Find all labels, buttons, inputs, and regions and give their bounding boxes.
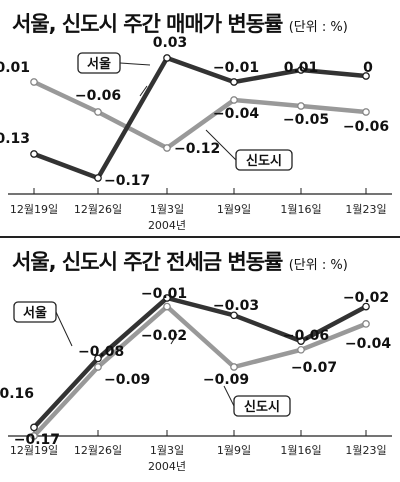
jeonse-chart-panel: 서울, 신도시 주간 전세금 변동률 (단위 : %) 12월19일 12월26일… (0, 236, 400, 482)
chart-title: 서울, 신도시 주간 전세금 변동률 (단위 : %) (12, 250, 348, 274)
data-point (94, 174, 102, 182)
series-name-label: 신도시 (244, 400, 280, 415)
unit-label: (단위 : %) (288, 258, 348, 273)
data-label: −0.17 (104, 173, 150, 189)
x-tick-label: 1월9일 (217, 202, 251, 216)
x-tick-label: 1월23일 (345, 443, 386, 457)
data-label: −0.04 (345, 336, 392, 352)
jeonse-chart: 12월19일 12월26일 1월3일 2004년 1월9일 1월16일 1월23일 −0.16… (0, 286, 392, 473)
x-tick-label: 12월19일 (10, 443, 58, 457)
data-point (230, 311, 238, 320)
label-leader (170, 333, 178, 345)
x-tick-sublabel: 2004년 (148, 460, 186, 473)
x-tick-label: 12월19일 (10, 202, 58, 216)
data-label: −0.01 (141, 286, 187, 302)
x-tick-label: 1월9일 (217, 443, 251, 457)
data-point (94, 363, 102, 371)
data-label: −0.17 (14, 432, 60, 448)
data-label: −0.09 (203, 372, 249, 388)
sale-price-chart-panel: 서울, 신도시 주간 매매가 변동률 (단위 : %) 12월19일 12월26일… (0, 0, 400, 236)
legend-leader (55, 311, 73, 347)
legend-leader (119, 62, 151, 66)
data-point (30, 150, 38, 158)
series-name-label: 서울 (87, 56, 111, 72)
data-label: −0.12 (174, 141, 220, 157)
data-point (362, 72, 370, 80)
x-tick-label: 1월23일 (345, 202, 386, 216)
data-point (94, 354, 102, 363)
data-label: −0.06 (283, 328, 329, 344)
legend-box (233, 395, 291, 417)
data-point (297, 102, 305, 110)
legend-box (235, 149, 293, 171)
data-label: −0.08 (78, 344, 124, 360)
data-point (297, 337, 305, 345)
data-point (230, 96, 238, 104)
data-point (163, 144, 171, 152)
series-name-label: 서울 (23, 305, 47, 321)
data-point (30, 423, 38, 432)
data-label: −0.06 (343, 119, 389, 135)
x-tick-label: 1월3일 (150, 443, 184, 457)
x-tick-label: 12월26일 (74, 202, 122, 216)
data-label: −0.09 (104, 372, 150, 388)
data-point (230, 363, 238, 371)
x-tick-label: 12월26일 (74, 443, 122, 457)
data-label: 0.03 (153, 35, 188, 51)
x-tick-label: 1월16일 (280, 202, 321, 216)
data-point (362, 108, 370, 116)
data-point (30, 78, 38, 86)
series-line-seoul (31, 55, 369, 181)
data-label: −0.02 (141, 328, 187, 344)
data-point (163, 54, 171, 62)
data-label: −0.04 (213, 106, 260, 122)
data-point (163, 294, 171, 302)
data-label: −0.06 (75, 88, 121, 104)
data-label: −0.13 (0, 131, 30, 147)
x-tick-sublabel: 2004년 (148, 219, 186, 232)
series-line-new-towns (31, 79, 369, 151)
data-point (230, 78, 238, 86)
series-line-seoul (31, 295, 369, 430)
data-label: −0.05 (283, 112, 329, 128)
data-label: −0.01 (213, 60, 259, 76)
chart-title: 서울, 신도시 주간 매매가 변동률 (단위 : %) (12, 12, 348, 36)
data-label: −0.01 (0, 60, 30, 76)
unit-label: (단위 : %) (288, 20, 348, 35)
series-line-new-towns (31, 304, 369, 439)
data-label: −0.03 (213, 298, 259, 314)
data-label: 0.01 (284, 60, 319, 76)
legend-box (13, 301, 57, 323)
legend-leader (205, 129, 237, 161)
data-point (163, 302, 171, 311)
data-point (362, 320, 370, 328)
data-label: −0.07 (291, 360, 337, 376)
data-label: −0.02 (343, 290, 389, 306)
data-point (30, 432, 38, 440)
data-label: 0 (363, 60, 373, 76)
series-name-label: 신도시 (246, 154, 282, 169)
label-leader (139, 85, 148, 97)
data-point (297, 66, 305, 74)
data-point (297, 345, 305, 354)
legend-box (77, 52, 121, 74)
sale-price-chart: 12월19일 12월26일 1월3일 2004년 1월9일 1월16일 1월23일 −0.13… (0, 35, 392, 232)
data-point (94, 108, 102, 116)
x-tick-label: 1월3일 (150, 202, 184, 216)
data-label: −0.16 (0, 386, 34, 402)
x-tick-label: 1월16일 (280, 443, 321, 457)
legend-leader (223, 385, 235, 407)
data-point (362, 302, 370, 311)
